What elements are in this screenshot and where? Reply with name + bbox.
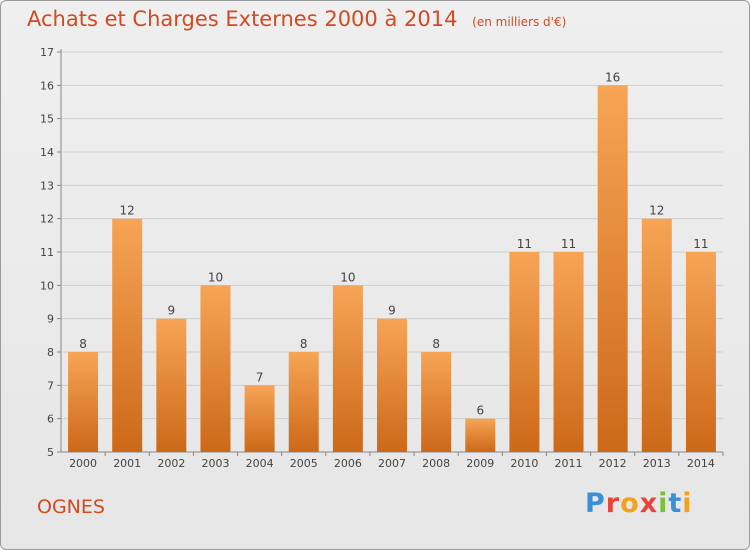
x-tick-label: 2012 <box>599 457 627 470</box>
x-tick-label: 2009 <box>466 457 494 470</box>
y-tick-label: 5 <box>47 446 54 459</box>
bar <box>597 85 628 452</box>
bar <box>685 252 716 452</box>
logo-letter: i <box>682 488 693 519</box>
bar <box>641 218 672 452</box>
y-tick-label: 16 <box>40 79 54 92</box>
x-tick-label: 2007 <box>378 457 406 470</box>
bar <box>200 285 231 452</box>
logo-letter: t <box>668 488 683 519</box>
y-tick-label: 8 <box>47 346 54 359</box>
data-label: 8 <box>300 337 308 351</box>
bar <box>68 352 99 452</box>
data-label: 8 <box>79 337 87 351</box>
chart-title-text: Achats et Charges Externes 2000 à 2014 <box>27 7 458 31</box>
chart-subtitle: (en milliers d'€) <box>472 15 567 29</box>
data-label: 12 <box>120 204 135 218</box>
x-tick-label: 2001 <box>113 457 141 470</box>
bar <box>509 252 540 452</box>
logo-letter: P <box>585 488 606 519</box>
logo-letter: r <box>605 488 621 519</box>
y-tick-label: 12 <box>40 213 54 226</box>
bar <box>156 318 187 452</box>
y-tick-label: 11 <box>40 246 54 259</box>
x-tick-label: 2013 <box>643 457 671 470</box>
proxiti-logo[interactable]: Proxiti <box>585 488 693 519</box>
x-tick-label: 2008 <box>422 457 450 470</box>
x-tick-label: 2002 <box>157 457 185 470</box>
x-tick-label: 2003 <box>201 457 229 470</box>
y-tick-label: 10 <box>40 279 54 292</box>
y-tick-label: 6 <box>47 413 54 426</box>
y-tick-label: 15 <box>40 113 54 126</box>
data-label: 9 <box>388 304 396 318</box>
bars <box>68 85 716 452</box>
x-tick-label: 2006 <box>334 457 362 470</box>
bar <box>553 252 584 452</box>
y-tick-label: 9 <box>47 313 54 326</box>
y-tick-label: 17 <box>40 46 54 59</box>
x-tick-label: 2010 <box>510 457 538 470</box>
data-label: 12 <box>649 204 664 218</box>
data-label: 10 <box>340 270 355 284</box>
chart-title: Achats et Charges Externes 2000 à 2014 (… <box>27 7 566 31</box>
logo-letter: i <box>658 488 669 519</box>
data-label: 10 <box>208 270 223 284</box>
data-label: 9 <box>168 304 176 318</box>
x-tick-label: 2014 <box>687 457 715 470</box>
bar <box>244 385 275 452</box>
data-label: 8 <box>432 337 440 351</box>
y-tick-label: 14 <box>40 146 54 159</box>
logo-letter: o <box>620 488 640 519</box>
x-tick-label: 2011 <box>555 457 583 470</box>
x-tick-label: 2000 <box>69 457 97 470</box>
data-label: 7 <box>256 370 264 384</box>
y-tick-labels: 5 6 7 8 9 10 11 12 13 14 15 16 17 <box>40 46 54 459</box>
logo-letter: x <box>639 488 659 519</box>
commune-name: OGNES <box>37 496 105 518</box>
x-tick-labels: 2000 2001 2002 2003 2004 2005 2006 2007 2008 2009… <box>69 457 715 470</box>
y-tick-label: 13 <box>40 179 54 192</box>
bar <box>421 352 452 452</box>
bar <box>377 318 407 452</box>
bar <box>465 418 496 452</box>
data-label: 6 <box>476 404 484 418</box>
data-label: 11 <box>517 237 532 251</box>
data-label: 16 <box>605 70 620 84</box>
data-label: 11 <box>693 237 708 251</box>
bar <box>112 218 143 452</box>
x-tick-label: 2004 <box>246 457 274 470</box>
bar <box>288 352 319 452</box>
bar <box>332 285 363 452</box>
data-label: 11 <box>561 237 576 251</box>
x-tick-label: 2005 <box>290 457 318 470</box>
y-tick-label: 7 <box>47 379 54 392</box>
data-labels: 8 12 9 10 7 8 10 9 8 6 11 11 16 12 11 <box>79 70 708 417</box>
